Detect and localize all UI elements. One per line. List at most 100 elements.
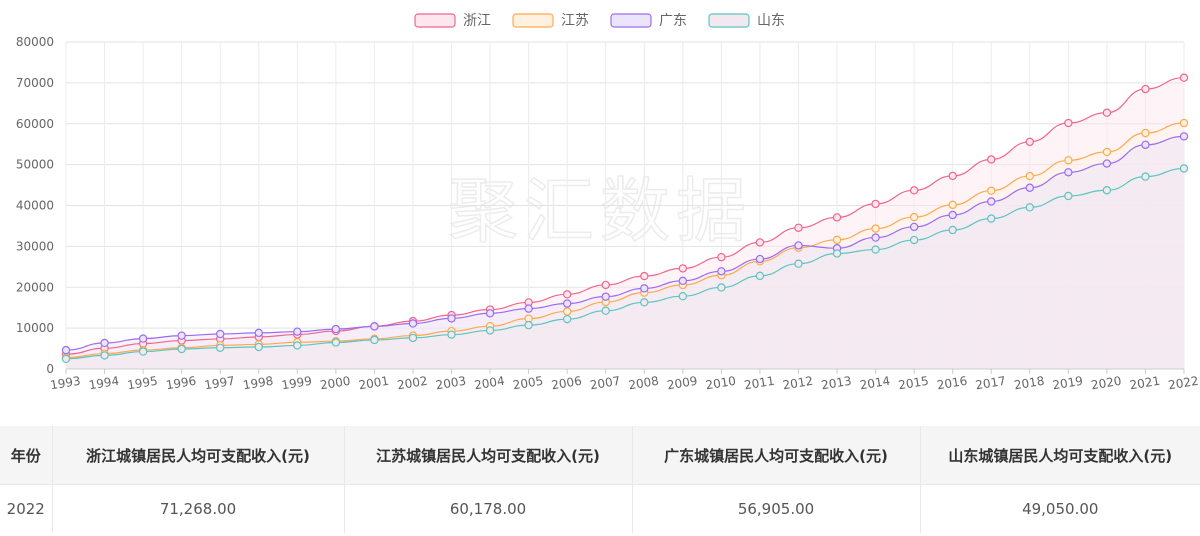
data-point[interactable] (331, 338, 341, 347)
data-point[interactable] (1064, 118, 1073, 128)
data-point[interactable] (1141, 84, 1150, 94)
data-point[interactable] (948, 171, 957, 181)
data-point[interactable] (1025, 137, 1034, 147)
data-point[interactable] (138, 347, 148, 356)
legend-swatch (610, 13, 652, 28)
data-point[interactable] (293, 341, 302, 350)
data-point[interactable] (293, 327, 302, 336)
data-point[interactable] (948, 210, 957, 220)
data-point[interactable] (1102, 108, 1112, 117)
data-point[interactable] (717, 283, 726, 292)
data-point[interactable] (755, 271, 765, 281)
x-tick-label: 2019 (1052, 374, 1084, 393)
data-point[interactable] (1141, 172, 1150, 181)
legend-item-0[interactable]: 浙江 (414, 13, 491, 29)
data-point[interactable] (794, 259, 803, 268)
data-point[interactable] (640, 284, 649, 293)
data-point[interactable] (1179, 118, 1189, 128)
data-point[interactable] (1179, 164, 1189, 173)
data-point[interactable] (562, 314, 572, 324)
data-point[interactable] (1102, 159, 1112, 168)
data-point[interactable] (331, 324, 341, 334)
data-point[interactable] (1141, 128, 1150, 138)
data-point[interactable] (987, 214, 996, 223)
data-point[interactable] (177, 344, 186, 354)
data-point[interactable] (1064, 168, 1073, 177)
data-point[interactable] (948, 225, 957, 235)
data-point[interactable] (177, 331, 186, 340)
data-point[interactable] (1179, 73, 1189, 82)
data-point[interactable] (485, 326, 495, 335)
data-point[interactable] (524, 320, 533, 330)
legend-item-3[interactable]: 山东 (708, 13, 785, 29)
data-point[interactable] (1025, 203, 1034, 212)
data-point[interactable] (1179, 132, 1189, 141)
data-point[interactable] (447, 314, 456, 323)
data-point[interactable] (61, 345, 71, 355)
data-point[interactable] (601, 280, 610, 290)
data-point[interactable] (948, 200, 957, 210)
data-point[interactable] (871, 199, 880, 209)
data-point[interactable] (640, 271, 649, 281)
data-point[interactable] (216, 343, 225, 352)
y-tick-label: 40000 (16, 199, 54, 213)
data-point[interactable] (832, 235, 842, 245)
data-point[interactable] (871, 245, 880, 254)
data-point[interactable] (601, 292, 610, 301)
data-point[interactable] (601, 306, 610, 315)
data-point[interactable] (987, 155, 996, 164)
data-point[interactable] (909, 222, 919, 232)
data-point[interactable] (447, 330, 456, 339)
data-point[interactable] (100, 338, 109, 348)
data-point[interactable] (1102, 186, 1112, 195)
data-point[interactable] (408, 319, 418, 328)
data-point[interactable] (909, 235, 919, 245)
data-point[interactable] (909, 186, 919, 195)
data-point[interactable] (216, 329, 225, 339)
legend-item-1[interactable]: 江苏 (512, 13, 589, 29)
data-point[interactable] (871, 233, 880, 242)
data-point[interactable] (485, 309, 495, 318)
data-point[interactable] (755, 238, 765, 247)
data-point[interactable] (370, 335, 379, 345)
data-point[interactable] (987, 197, 996, 206)
data-point[interactable] (100, 351, 109, 360)
data-point[interactable] (1025, 183, 1034, 192)
data-point[interactable] (987, 186, 996, 195)
data-point[interactable] (138, 334, 148, 343)
data-point[interactable] (61, 354, 71, 364)
data-point[interactable] (640, 298, 649, 307)
legend[interactable]: 浙江 江苏 广东 山东 (414, 13, 785, 29)
data-point[interactable] (408, 333, 418, 343)
data-point[interactable] (717, 267, 726, 276)
axes: 0 10000 20000 30000 40000 50000 60000 70000 8000… (16, 35, 1200, 392)
data-point[interactable] (717, 252, 726, 262)
x-tick-label: 1993 (49, 374, 81, 393)
data-point[interactable] (254, 328, 263, 338)
data-point[interactable] (562, 290, 572, 299)
data-point[interactable] (1064, 156, 1073, 165)
series-points (61, 73, 1189, 364)
data-point[interactable] (1102, 147, 1112, 157)
series-line-2 (65, 135, 1185, 351)
data-point[interactable] (562, 307, 572, 316)
data-point[interactable] (1025, 171, 1034, 181)
data-point[interactable] (755, 254, 765, 264)
table-header-row: 年份 浙江城镇居民人均可支配收入(元) 江苏城镇居民人均可支配收入(元) 广东城… (0, 426, 1200, 485)
data-point[interactable] (562, 299, 572, 308)
data-point[interactable] (678, 276, 688, 286)
data-point[interactable] (871, 224, 880, 233)
data-point[interactable] (254, 342, 263, 352)
data-point[interactable] (678, 264, 688, 273)
legend-item-2[interactable]: 广东 (610, 13, 687, 29)
data-point[interactable] (1141, 140, 1150, 150)
data-point[interactable] (524, 304, 533, 313)
data-point[interactable] (832, 213, 842, 222)
data-point[interactable] (832, 249, 842, 258)
data-point[interactable] (678, 292, 688, 301)
data-point[interactable] (370, 322, 379, 331)
data-point[interactable] (1064, 191, 1073, 201)
data-point[interactable] (794, 241, 803, 250)
data-point[interactable] (794, 223, 803, 232)
data-point[interactable] (909, 212, 919, 222)
